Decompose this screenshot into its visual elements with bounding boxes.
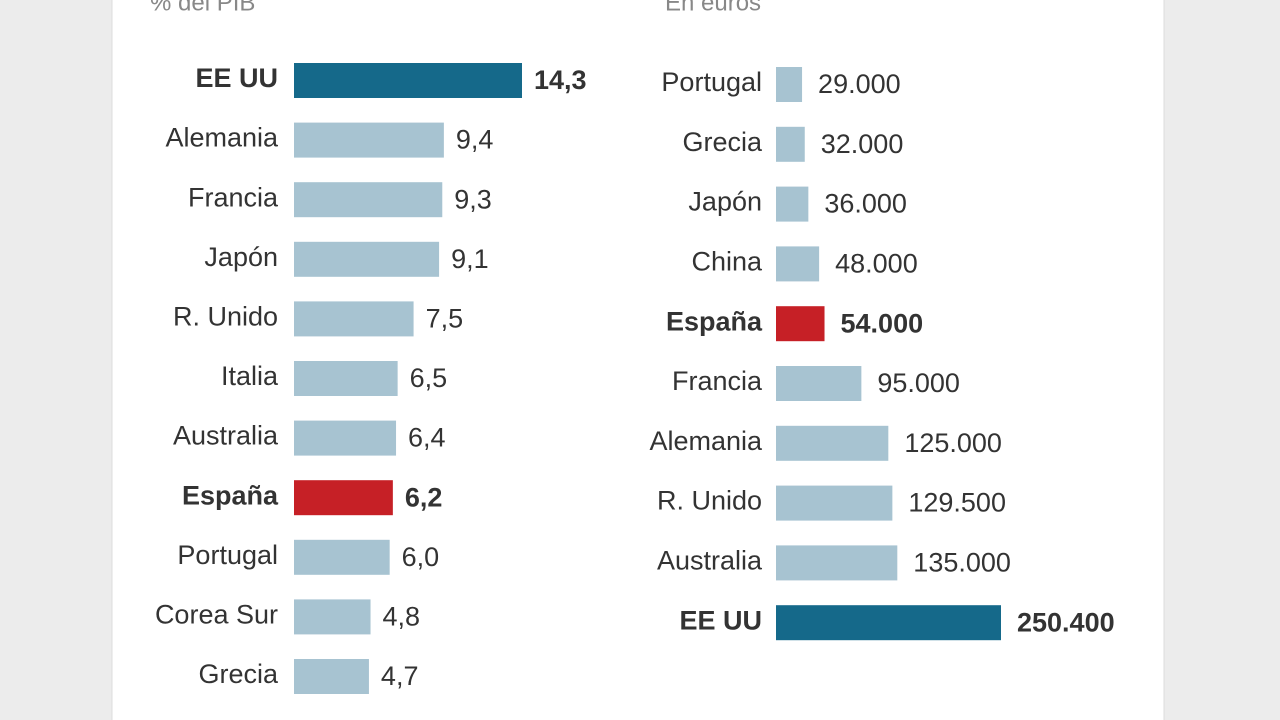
category-label: España xyxy=(182,480,279,510)
bar xyxy=(776,186,809,222)
category-label: EE UU xyxy=(679,605,762,635)
value-label: 54.000 xyxy=(841,308,924,338)
value-label: 6,4 xyxy=(408,423,446,453)
category-label: Grecia xyxy=(198,659,279,689)
value-label: 9,3 xyxy=(454,184,492,214)
category-label: Francia xyxy=(188,182,279,212)
bar xyxy=(294,361,398,396)
value-label: 29.000 xyxy=(818,69,901,99)
bar xyxy=(776,67,803,102)
category-label: Australia xyxy=(173,421,279,451)
value-label: 125.000 xyxy=(904,428,1002,458)
bar xyxy=(294,659,369,694)
value-label: 6,0 xyxy=(402,542,440,572)
bar xyxy=(294,241,440,277)
value-label: 7,5 xyxy=(426,304,464,334)
category-label: Alemania xyxy=(649,426,763,456)
category-label: China xyxy=(691,247,763,277)
category-label: Grecia xyxy=(682,127,763,157)
category-label: R. Unido xyxy=(657,486,762,516)
panel xyxy=(111,0,1165,720)
category-label: Japón xyxy=(688,187,762,217)
bar xyxy=(776,605,1001,641)
category-label: Australia xyxy=(657,546,763,576)
value-label: 4,7 xyxy=(381,661,419,691)
bar xyxy=(294,420,397,456)
value-label: 129.500 xyxy=(908,488,1006,518)
bar xyxy=(294,182,443,218)
value-label: 6,2 xyxy=(405,482,443,512)
category-label: Italia xyxy=(221,361,279,391)
bar xyxy=(776,425,889,461)
bar xyxy=(294,539,390,575)
subtitle: En euros xyxy=(665,0,761,16)
value-label: 95.000 xyxy=(877,368,960,398)
bar xyxy=(294,63,522,98)
value-label: 48.000 xyxy=(835,249,918,279)
value-label: 9,1 xyxy=(451,244,489,274)
category-label: Corea Sur xyxy=(155,600,278,630)
bar xyxy=(776,246,820,282)
bar xyxy=(776,366,862,401)
bar xyxy=(776,126,805,162)
category-label: R. Unido xyxy=(173,302,278,332)
value-label: 4,8 xyxy=(383,602,421,632)
bar xyxy=(776,545,898,581)
value-label: 135.000 xyxy=(913,548,1011,578)
category-label: Japón xyxy=(204,242,278,272)
bar xyxy=(776,485,893,521)
value-label: 6,5 xyxy=(410,363,448,393)
subtitle: % del PIB xyxy=(150,0,255,16)
bar xyxy=(294,301,414,337)
category-label: Portugal xyxy=(661,67,762,97)
category-label: Alemania xyxy=(165,123,279,153)
value-label: 14,3 xyxy=(534,65,587,95)
value-label: 32.000 xyxy=(821,129,904,159)
category-label: Portugal xyxy=(177,540,278,570)
bar xyxy=(776,306,825,342)
value-label: 250.400 xyxy=(1017,607,1115,637)
bar xyxy=(294,599,371,635)
bar xyxy=(294,480,393,516)
value-label: 9,4 xyxy=(456,125,494,155)
category-label: Francia xyxy=(672,366,763,396)
category-label: España xyxy=(666,306,763,336)
bar xyxy=(294,122,444,158)
value-label: 36.000 xyxy=(824,189,907,219)
category-label: EE UU xyxy=(195,63,278,93)
